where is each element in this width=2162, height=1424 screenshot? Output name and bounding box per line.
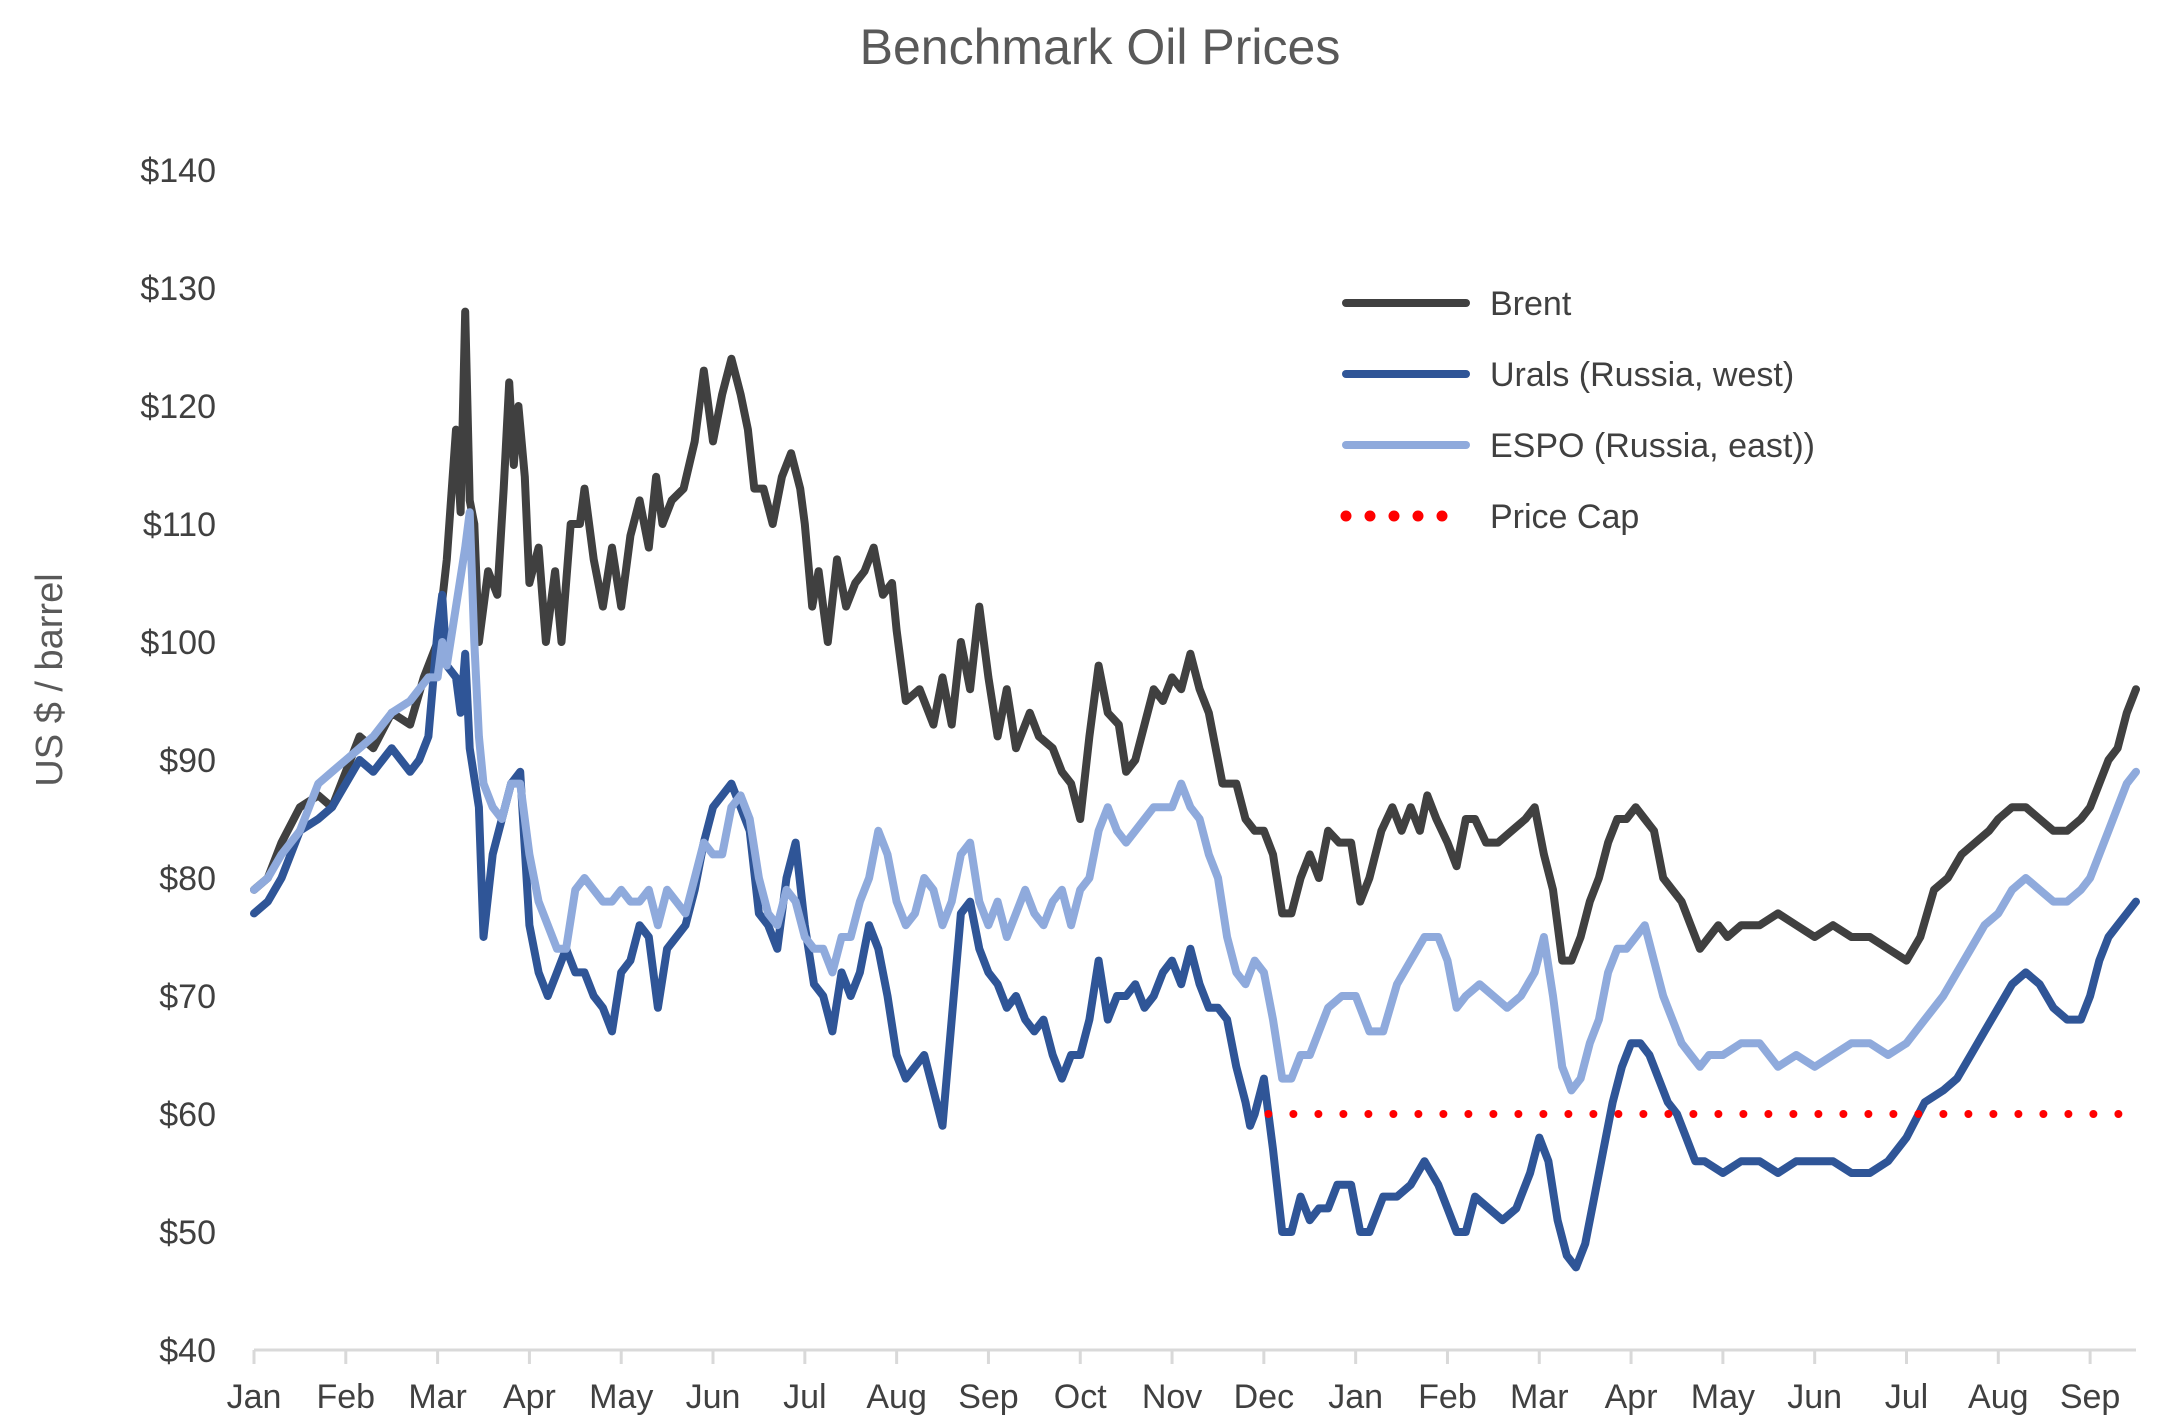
chart-title: Benchmark Oil Prices [860, 19, 1341, 75]
y-tick-label-90: $90 [159, 742, 216, 780]
y-tick-label-140: $140 [140, 152, 216, 190]
y-tick-label-40: $40 [159, 1332, 216, 1370]
series-line-brent [250, 307, 2140, 965]
x-tick-label-nov-10: Nov [1142, 1378, 1202, 1416]
y-ticks: $40 $50 $60 $70 $80 $90 $100 $110 $120 $130 $140 [140, 152, 216, 1370]
x-tick-label-jan-12: Jan [1328, 1378, 1383, 1416]
x-tick-label-jun-5: Jun [686, 1378, 741, 1416]
legend-label-espo-russia-east: ESPO (Russia, east)) [1490, 427, 1815, 465]
x-tick-label-sep-8: Sep [958, 1378, 1019, 1416]
x-tick-label-may-16: May [1691, 1378, 1755, 1416]
x-tick-label-mar-14: Mar [1510, 1378, 1569, 1416]
x-tick-label-feb-1: Feb [317, 1378, 376, 1416]
y-tick-label-60: $60 [159, 1096, 216, 1134]
y-tick-label-130: $130 [140, 270, 216, 308]
x-tick-label-aug-7: Aug [866, 1378, 927, 1416]
x-tick-label-jun-17: Jun [1787, 1378, 1842, 1416]
legend: Brent Urals (Russia, west) ESPO (Russia, e… [1340, 285, 1815, 536]
y-tick-label-110: $110 [143, 506, 216, 544]
series-lines [250, 307, 2140, 1272]
x-tick-label-jul-18: Jul [1885, 1378, 1928, 1416]
x-tick-label-may-4: May [589, 1378, 653, 1416]
y-tick-label-120: $120 [140, 388, 216, 426]
y-tick-label-50: $50 [159, 1214, 216, 1252]
x-tick-label-sep-20: Sep [2060, 1378, 2121, 1416]
x-tick-label-jan-0: Jan [227, 1378, 282, 1416]
x-tick-label-jul-6: Jul [783, 1378, 826, 1416]
x-tick-label-oct-9: Oct [1054, 1378, 1107, 1416]
y-tick-label-100: $100 [140, 624, 216, 662]
x-tick-label-aug-19: Aug [1968, 1378, 2029, 1416]
legend-label-brent: Brent [1490, 285, 1572, 323]
y-tick-label-80: $80 [159, 860, 216, 898]
x-tick-label-feb-13: Feb [1418, 1378, 1477, 1416]
y-tick-label-70: $70 [159, 978, 216, 1016]
x-tick-label-apr-15: Apr [1605, 1378, 1658, 1416]
legend-label-price-cap: Price Cap [1490, 498, 1639, 536]
x-ticks: Jan Feb Mar Apr May Jun Jul Aug Sep Oct Nov Dec Jan F… [227, 1350, 2121, 1416]
x-tick-label-apr-3: Apr [503, 1378, 556, 1416]
x-tick-label-dec-11: Dec [1234, 1378, 1294, 1416]
y-axis-label: US $ / barrel [29, 573, 71, 786]
legend-label-urals-russia-west: Urals (Russia, west) [1490, 356, 1794, 394]
x-tick-label-mar-2: Mar [408, 1378, 467, 1416]
series-line-espo-russia-east [250, 508, 2140, 1095]
